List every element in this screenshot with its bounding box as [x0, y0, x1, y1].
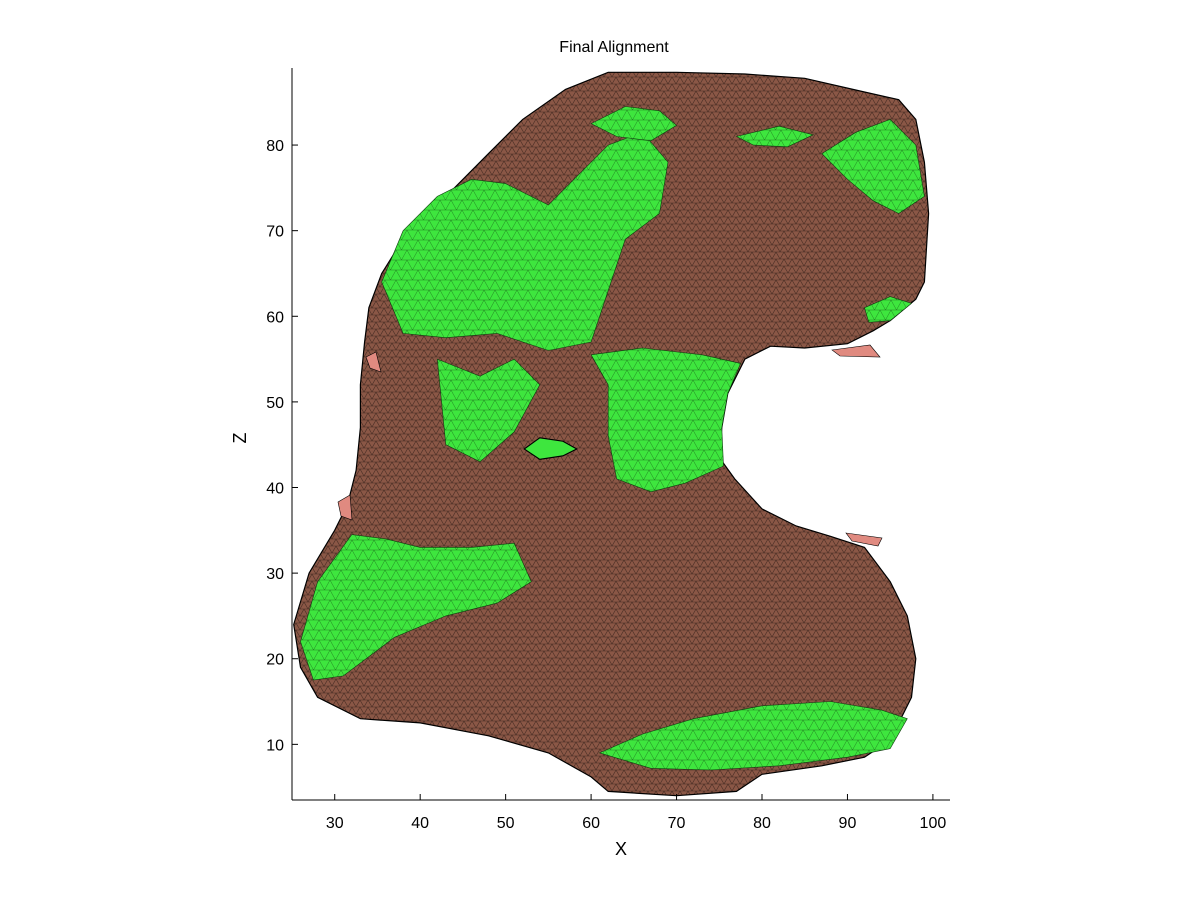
pink-fragment-right-lower	[845, 532, 883, 547]
x-axis-label: X	[615, 839, 627, 859]
y-tick-label: 20	[266, 652, 284, 669]
chart-title: Final Alignment	[559, 39, 669, 56]
x-tick-label: 30	[326, 815, 344, 832]
green-patch-3	[735, 125, 815, 148]
green-mesh-hole	[523, 437, 578, 460]
pink-fragment-right-upper	[831, 344, 881, 358]
y-tick-label: 10	[266, 737, 284, 754]
x-tick-label: 80	[753, 815, 771, 832]
green-patch-7	[590, 347, 742, 493]
pink-fragment-left-lower	[337, 494, 353, 521]
axes: 30 40 50 60 70 80 90 100 10 20 30 40 50 60 70 80	[266, 68, 950, 832]
green-patch-9	[598, 701, 908, 771]
y-tick-label: 30	[266, 566, 284, 583]
y-axis-label: Z	[230, 433, 250, 444]
x-ticks: 30 40 50 60 70 80 90 100	[326, 794, 947, 832]
y-ticks: 10 20 30 40 50 60 70 80	[266, 138, 298, 754]
x-tick-label: 90	[839, 815, 857, 832]
x-tick-label: 70	[668, 815, 686, 832]
green-patch-1	[381, 131, 669, 351]
green-patch-4	[821, 119, 925, 214]
pink-edge-fragments	[337, 344, 883, 547]
green-mesh-surface	[300, 106, 925, 771]
green-patch-2	[590, 106, 678, 142]
pink-fragment-left-upper	[365, 351, 382, 373]
y-tick-label: 80	[266, 138, 284, 155]
x-tick-label: 60	[582, 815, 600, 832]
y-tick-label: 50	[266, 395, 284, 412]
green-patch-5	[864, 296, 913, 323]
y-tick-label: 60	[266, 309, 284, 326]
green-patch-6	[436, 358, 541, 463]
green-patch-8	[300, 534, 532, 681]
surface-layer	[293, 71, 930, 797]
x-tick-label: 100	[920, 815, 947, 832]
x-tick-label: 40	[411, 815, 429, 832]
y-tick-label: 40	[266, 481, 284, 498]
y-tick-label: 70	[266, 224, 284, 241]
x-tick-label: 50	[497, 815, 515, 832]
